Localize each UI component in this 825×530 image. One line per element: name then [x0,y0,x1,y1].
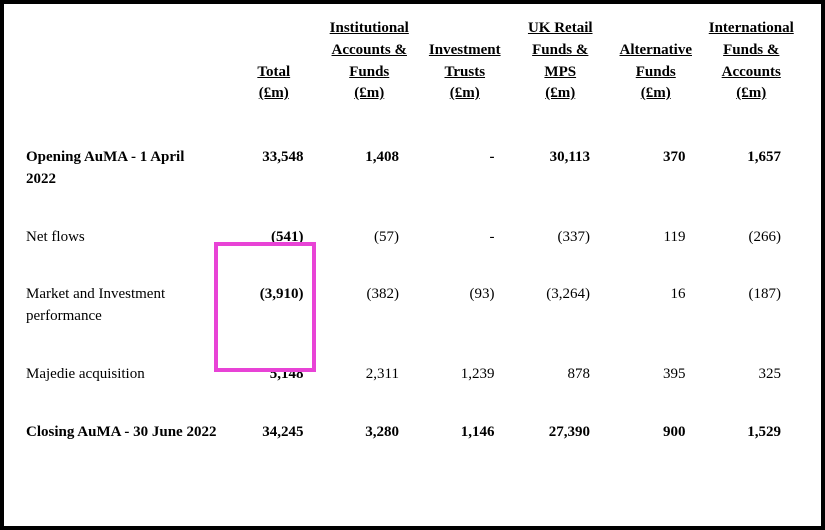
cell: 395 [608,346,704,404]
cell: 16 [608,266,704,346]
cell: 3,280 [322,404,418,462]
row-label: Closing AuMA - 30 June 2022 [26,404,226,462]
cell: 119 [608,209,704,267]
cell: (3,910) [226,266,322,346]
cell: 1,529 [704,404,800,462]
cell: (541) [226,209,322,267]
col-header-investment-trusts: InvestmentTrusts(£m) [417,18,513,129]
cell: - [417,129,513,209]
table-row: Opening AuMA - 1 April 202233,5481,408-3… [26,129,799,209]
table-frame: Total(£m) InstitutionalAccounts &Funds(£… [0,0,825,530]
cell: 1,239 [417,346,513,404]
table-row: Net flows(541)(57)-(337)119(266) [26,209,799,267]
table-body: Opening AuMA - 1 April 202233,5481,408-3… [26,129,799,461]
cell: (93) [417,266,513,346]
cell: 34,245 [226,404,322,462]
cell: 325 [704,346,800,404]
cell: (382) [322,266,418,346]
cell: - [417,209,513,267]
cell: 370 [608,129,704,209]
table-row: Closing AuMA - 30 June 202234,2453,2801,… [26,404,799,462]
cell: (337) [513,209,609,267]
cell: 1,408 [322,129,418,209]
cell: 30,113 [513,129,609,209]
col-header-international: InternationalFunds &Accounts(£m) [704,18,800,129]
auma-table: Total(£m) InstitutionalAccounts &Funds(£… [26,18,799,461]
col-header-institutional: InstitutionalAccounts &Funds(£m) [322,18,418,129]
col-header-alternative: AlternativeFunds(£m) [608,18,704,129]
row-label: Majedie acquisition [26,346,226,404]
table-header: Total(£m) InstitutionalAccounts &Funds(£… [26,18,799,129]
cell: 900 [608,404,704,462]
cell: (266) [704,209,800,267]
row-label: Opening AuMA - 1 April 2022 [26,129,226,209]
cell: (3,264) [513,266,609,346]
cell: 1,146 [417,404,513,462]
cell: 33,548 [226,129,322,209]
cell: 2,311 [322,346,418,404]
cell: 878 [513,346,609,404]
row-label: Market and Investment performance [26,266,226,346]
table-row: Market and Investment performance(3,910)… [26,266,799,346]
cell: (57) [322,209,418,267]
cell: 5,148 [226,346,322,404]
col-header-uk-retail: UK RetailFunds &MPS(£m) [513,18,609,129]
cell: (187) [704,266,800,346]
cell: 1,657 [704,129,800,209]
col-header-total: Total(£m) [226,18,322,129]
table-row: Majedie acquisition5,1482,3111,239878395… [26,346,799,404]
cell: 27,390 [513,404,609,462]
row-label: Net flows [26,209,226,267]
